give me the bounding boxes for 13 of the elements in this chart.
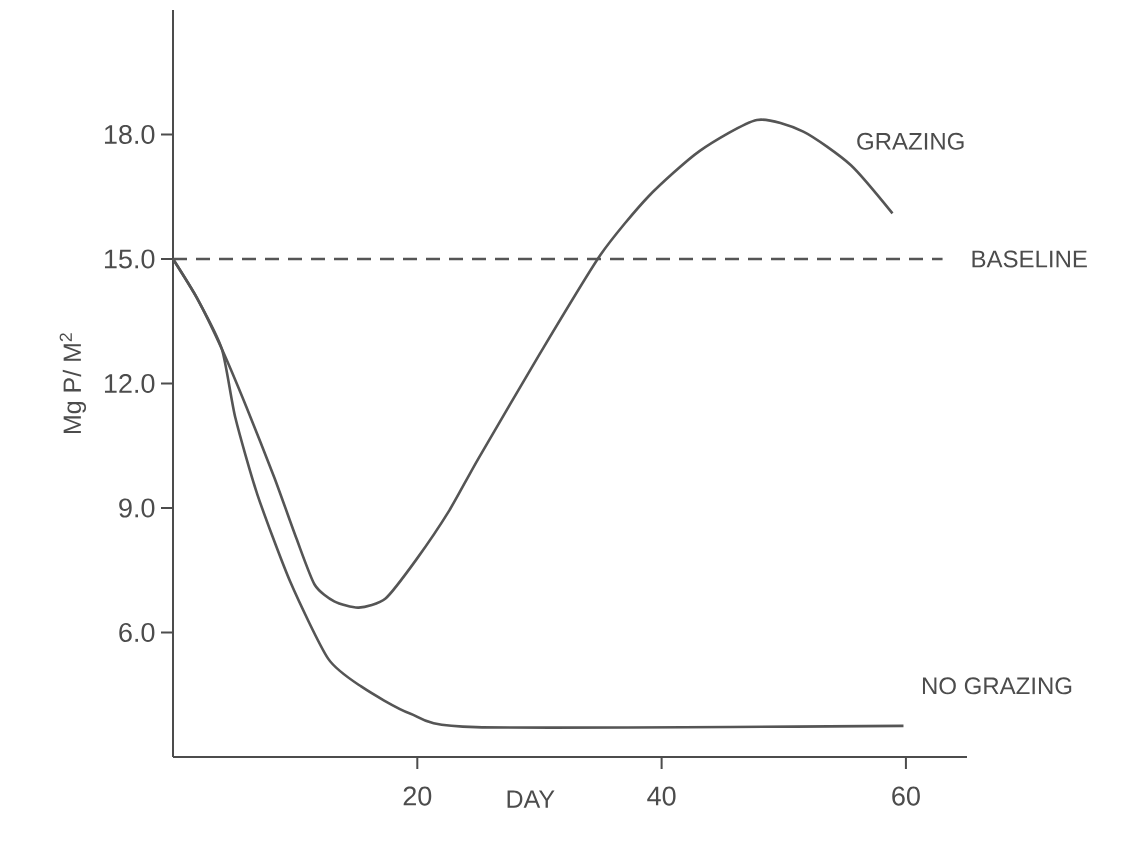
series-label: NO GRAZING bbox=[922, 677, 1072, 695]
y-tick-label: 6.0 bbox=[119, 622, 155, 643]
series-label: GRAZING bbox=[857, 132, 964, 150]
x-axis-title: DAY bbox=[507, 790, 555, 808]
x-tick-label: 60 bbox=[892, 786, 920, 806]
ref-line-label: BASELINE bbox=[972, 250, 1087, 268]
y-tick-label: 15.0 bbox=[104, 249, 155, 269]
y-tick-label: 9.0 bbox=[119, 498, 155, 518]
y-axis-title: Mg P/ M$^{2}$ bbox=[59, 333, 87, 434]
y-tick-label: 18.0 bbox=[104, 124, 155, 145]
x-tick-label: 20 bbox=[403, 786, 432, 806]
y-tick-label: 12.0 bbox=[104, 373, 155, 394]
x-tick-label: 40 bbox=[647, 786, 676, 806]
